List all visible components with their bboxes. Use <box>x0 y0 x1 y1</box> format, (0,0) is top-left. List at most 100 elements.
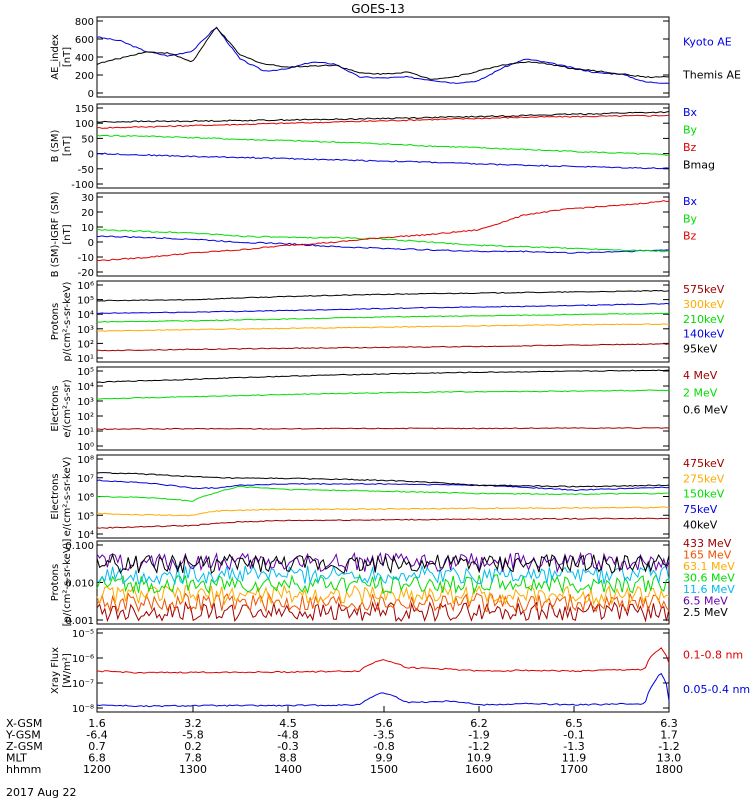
legend-entry: 165 MeV <box>683 549 732 562</box>
series-line <box>96 369 669 384</box>
y-tick-label: 10⁷ <box>77 474 94 485</box>
x-tick-label: 1300 <box>179 763 207 776</box>
panel-3: 30 20 10 0 -10 -20 B (SM)-IGRF (SM) [nT] Bx By Bz <box>50 192 698 279</box>
y-tick-label: 200 <box>75 71 94 82</box>
y-tick-label: 10⁵ <box>77 296 94 307</box>
y-tick-label: 10⁶ <box>77 493 94 504</box>
legend-entry: 275keV <box>683 472 725 485</box>
legend-entry: 75keV <box>683 503 718 516</box>
x-tick-label: 11.9 <box>562 752 587 765</box>
series-line <box>96 672 670 708</box>
x-tick-label: -1.3 <box>563 740 584 753</box>
x-tick-label: 1.7 <box>660 729 678 742</box>
x-tick-label: -0.1 <box>563 729 584 742</box>
series-line <box>96 506 670 517</box>
x-tick-label: 6.2 <box>470 717 488 730</box>
series-line <box>96 323 669 332</box>
y-axis-label: e/(cm²-s-sr-keV) <box>62 457 73 537</box>
series-line <box>96 600 670 623</box>
y-tick-label: 50 <box>81 134 94 145</box>
legend-entry: 30.6 MeV <box>683 572 735 585</box>
series-line <box>96 573 670 595</box>
y-axis-label: Electrons <box>50 385 61 431</box>
series-line <box>96 111 670 123</box>
y-tick-label: -100 <box>71 180 94 191</box>
y-tick-label: -20 <box>78 268 94 279</box>
legend-entry: Themis AE <box>682 69 741 82</box>
x-tick-label: 7.8 <box>184 752 202 765</box>
legend-entry: 40keV <box>683 518 718 531</box>
x-tick-label: -5.8 <box>182 729 203 742</box>
y-axis-label: [nT] <box>62 47 73 67</box>
y-tick-label: 0 <box>88 150 94 161</box>
y-tick-label: -10 <box>78 253 94 264</box>
panel-6: 10⁸ 10⁷ 10⁶ 10⁵ 10⁴ Electrons e/(cm²-s-sr-keV)… <box>50 454 725 541</box>
y-axis-label: [p/(cm²-s-sr-keV)] <box>62 539 73 627</box>
legend-entry: By <box>683 212 698 225</box>
panel-frame <box>96 192 670 277</box>
x-tick-label: 1400 <box>274 763 302 776</box>
panel-2: 150 100 50 0 -50 -100 B (SM) [nT] Bx By Bz Bmag <box>50 103 715 191</box>
x-tick-label: 8.8 <box>279 752 297 765</box>
series-line <box>96 427 670 431</box>
y-tick-label: 10⁸ <box>77 455 94 466</box>
y-axis-label: Protons <box>50 564 61 601</box>
y-tick-label: 400 <box>75 53 94 64</box>
x-tick-label: 1600 <box>465 763 493 776</box>
series-line <box>96 553 670 575</box>
y-tick-label: 10⁻⁷ <box>72 679 94 690</box>
y-axis-label: [nT] <box>62 224 73 244</box>
y-axis-label: B (SM) <box>50 129 61 162</box>
x-tick-label: 6.8 <box>88 752 106 765</box>
x-tick-label: -3.5 <box>373 729 394 742</box>
y-tick-label: 0 <box>88 89 94 100</box>
legend-entry: 63.1 MeV <box>683 560 735 573</box>
y-tick-label: 10⁵ <box>77 367 94 378</box>
legend-entry: 2 MeV <box>683 386 718 399</box>
x-row-label: MLT <box>6 752 27 765</box>
legend-entry: Bz <box>683 230 697 243</box>
series-line <box>96 647 670 674</box>
series-line <box>97 114 670 129</box>
legend-entry: 433 MeV <box>683 537 732 550</box>
y-tick-label: 800 <box>75 17 94 28</box>
x-tick-label: 10.9 <box>467 752 492 765</box>
y-axis-label: AE_index <box>50 34 61 80</box>
y-tick-label: 10¹ <box>77 427 94 438</box>
y-axis-label: p/(cm²-s-sr-keV) <box>62 281 73 361</box>
series-line <box>96 472 670 488</box>
date-label: 2017 Aug 22 <box>6 786 76 799</box>
y-tick-label: 0 <box>88 238 94 249</box>
series-line <box>96 152 670 170</box>
chart-title: GOES-13 <box>351 2 405 16</box>
y-axis-label: B (SM)-IGRF (SM) <box>50 192 61 278</box>
x-row-label: Z-GSM <box>6 740 43 753</box>
y-tick-label: 10⁰ <box>77 442 94 453</box>
x-tick-label: 4.5 <box>279 717 297 730</box>
series-line <box>96 26 670 84</box>
x-tick-label: 0.2 <box>184 740 202 753</box>
legend-entry: Bmag <box>683 159 715 172</box>
y-tick-label: 10⁴ <box>77 530 94 541</box>
x-tick-label: -6.4 <box>86 729 107 742</box>
series-line <box>96 26 669 80</box>
series-line <box>96 564 670 586</box>
y-axis-label: Xray Flux <box>50 647 61 694</box>
x-tick-label: -0.8 <box>373 740 394 753</box>
panel-1: 800 600 400 200 0 AE_index [nT] Kyoto AE Themis … <box>50 16 741 100</box>
series-line <box>96 200 670 262</box>
series-line <box>96 228 670 253</box>
y-tick-label: 20 <box>81 208 94 219</box>
legend-entry: Bx <box>683 195 698 208</box>
legend-entry: 11.6 MeV <box>683 583 735 596</box>
legend-entry: 0.05-0.4 nm <box>683 683 750 696</box>
panel-7: 0.100 0.010 0.001 Protons [p/(cm²-s-sr-keV)]… <box>50 537 735 627</box>
panel-5: 10⁵ 10⁴ 10³ 10² 10¹ 10⁰ Electrons e/(cm²-s-sr) 4… <box>50 366 728 453</box>
x-tick-label: -0.3 <box>277 740 298 753</box>
y-axis-label: [nT] <box>62 136 73 156</box>
x-tick-label: 3.2 <box>184 717 202 730</box>
legend-entry: 575keV <box>683 283 725 296</box>
y-tick-label: -50 <box>78 165 94 176</box>
y-tick-label: 30 <box>81 193 94 204</box>
